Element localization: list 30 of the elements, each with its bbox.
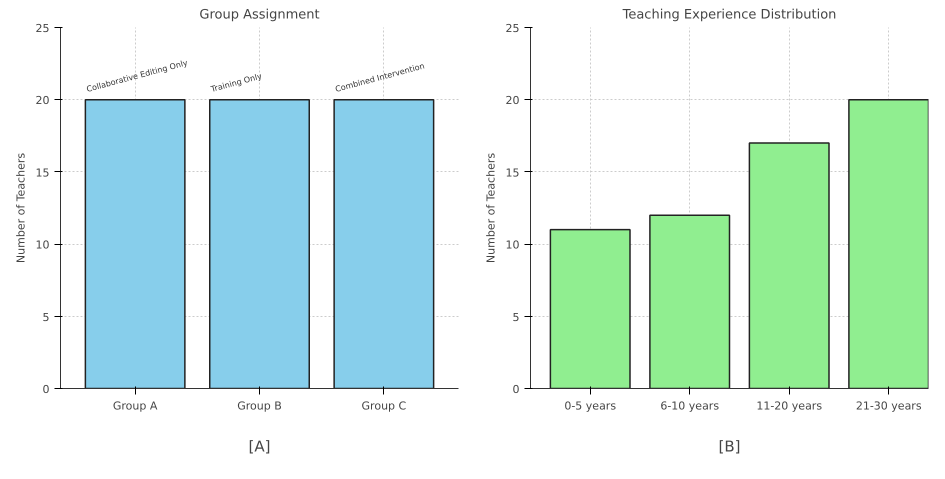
x-tick-label: 11-20 years: [756, 400, 822, 412]
annotation: Training Only: [208, 72, 264, 94]
chart-title: Group Assignment: [199, 8, 320, 22]
text: [B]: [718, 438, 741, 456]
y-tick-label: 15: [36, 166, 50, 180]
y-tick-label: 5: [42, 310, 50, 324]
bar: [748, 142, 830, 388]
x-tick-label: 0-5 years: [564, 400, 616, 412]
y-axis-title: Number of Teachers: [484, 152, 498, 264]
y-tick-label: 20: [506, 94, 520, 108]
bar: [550, 228, 631, 388]
y-tick-label: 15: [506, 166, 520, 180]
y-tick-label: 20: [36, 94, 50, 108]
y-tick-label: 5: [512, 310, 520, 324]
y-tick-label: 10: [36, 238, 50, 252]
y-tick-label: 10: [506, 238, 520, 252]
y-tick-label: 0: [42, 383, 50, 396]
y-tick-label: 0: [512, 383, 520, 396]
x-tick-label: 21-30 years: [856, 400, 922, 412]
x-tick-label: Group B: [237, 400, 282, 412]
y-tick-label: 25: [506, 22, 520, 35]
chart-title: Teaching Experience Distribution: [622, 8, 836, 22]
text: [A]: [248, 438, 270, 456]
y-axis-title: Number of Teachers: [14, 152, 28, 264]
bar: [848, 98, 928, 388]
y-tick-label: 25: [36, 22, 50, 35]
bar: [649, 214, 730, 388]
x-tick-label: Group C: [362, 400, 407, 412]
x-tick-label: 6-10 years: [660, 400, 720, 412]
x-tick-label: Group A: [112, 400, 158, 412]
